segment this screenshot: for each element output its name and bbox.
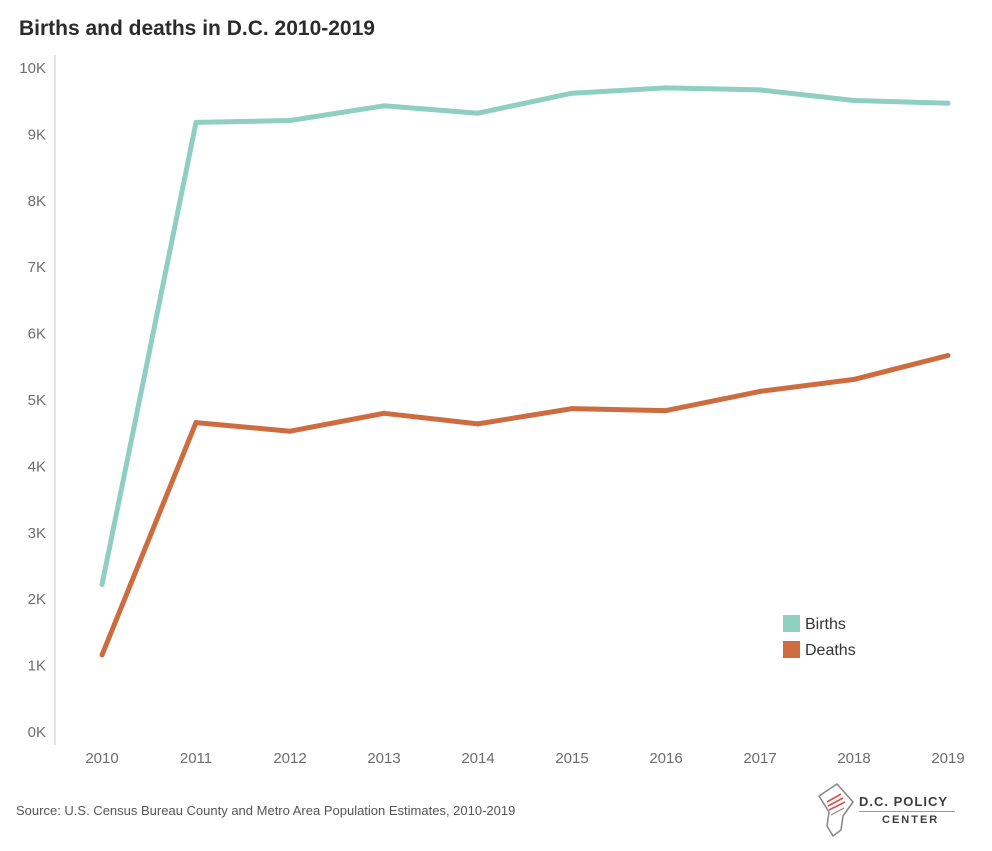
y-tick-label: 4K (28, 458, 46, 475)
data-point-deaths (757, 388, 763, 394)
legend-label-deaths: Deaths (805, 642, 856, 659)
data-point-deaths (99, 652, 105, 658)
dc-policy-center-logo: D.C. POLICY CENTER (815, 782, 965, 842)
x-tick-label: 2013 (367, 750, 400, 767)
x-tick-label: 2014 (461, 750, 494, 767)
x-tick-label: 2011 (180, 750, 212, 767)
y-tick-label: 8K (28, 193, 46, 210)
x-tick-label: 2018 (837, 750, 870, 767)
data-point-deaths (945, 353, 951, 359)
y-tick-label: 3K (28, 525, 46, 542)
y-tick-label: 2K (28, 591, 46, 608)
y-tick-label: 6K (28, 326, 46, 343)
data-point-births (851, 98, 857, 104)
legend-swatch-births (783, 615, 800, 632)
y-tick-label: 5K (28, 392, 46, 409)
y-axis-ticks: 0K 1K 2K 3K 4K 5K 6K 7K 8K 9K 10K (19, 60, 46, 741)
legend: Births Deaths (783, 615, 856, 659)
x-tick-label: 2017 (743, 750, 776, 767)
data-point-deaths (663, 408, 669, 414)
x-tick-label: 2019 (931, 750, 964, 767)
data-point-births (287, 117, 293, 123)
x-tick-label: 2010 (85, 750, 118, 767)
data-point-births (475, 110, 481, 116)
data-point-births (663, 85, 669, 91)
x-tick-label: 2012 (273, 750, 306, 767)
legend-label-births: Births (805, 616, 846, 633)
y-tick-label: 9K (28, 126, 46, 143)
series-line-deaths (99, 353, 949, 656)
x-tick-label: 2016 (649, 750, 682, 767)
data-point-births (569, 90, 575, 96)
logo-text-line2: CENTER (882, 814, 940, 826)
legend-swatch-deaths (783, 641, 800, 658)
dc-map-icon (818, 783, 854, 837)
source-note: Source: U.S. Census Bureau County and Me… (16, 803, 516, 818)
line-chart: 0K 1K 2K 3K 4K 5K 6K 7K 8K 9K 10K 2010 2011 2012 2013… (19, 55, 965, 767)
logo-text-line1: D.C. POLICY (859, 794, 949, 809)
data-point-deaths (475, 421, 481, 427)
data-point-deaths (193, 420, 199, 426)
y-tick-label: 10K (19, 60, 46, 77)
data-point-births (381, 103, 387, 109)
data-point-deaths (569, 406, 575, 412)
series-lines (99, 85, 951, 658)
chart-title: Births and deaths in D.C. 2010-2019 (19, 17, 375, 40)
data-point-deaths (381, 410, 387, 416)
data-point-births (99, 582, 105, 588)
series-line-births (99, 85, 949, 586)
logo-divider (859, 811, 955, 812)
y-tick-label: 7K (28, 259, 46, 276)
data-point-births (193, 119, 199, 125)
data-point-births (945, 100, 951, 106)
y-tick-label: 0K (28, 724, 46, 741)
x-tick-label: 2015 (555, 750, 588, 767)
data-point-deaths (851, 376, 857, 382)
x-axis-ticks: 2010 2011 2012 2013 2014 2015 2016 2017 2018 2019 (85, 750, 964, 767)
data-point-deaths (287, 428, 293, 434)
data-point-births (757, 87, 763, 93)
y-tick-label: 1K (28, 658, 46, 675)
